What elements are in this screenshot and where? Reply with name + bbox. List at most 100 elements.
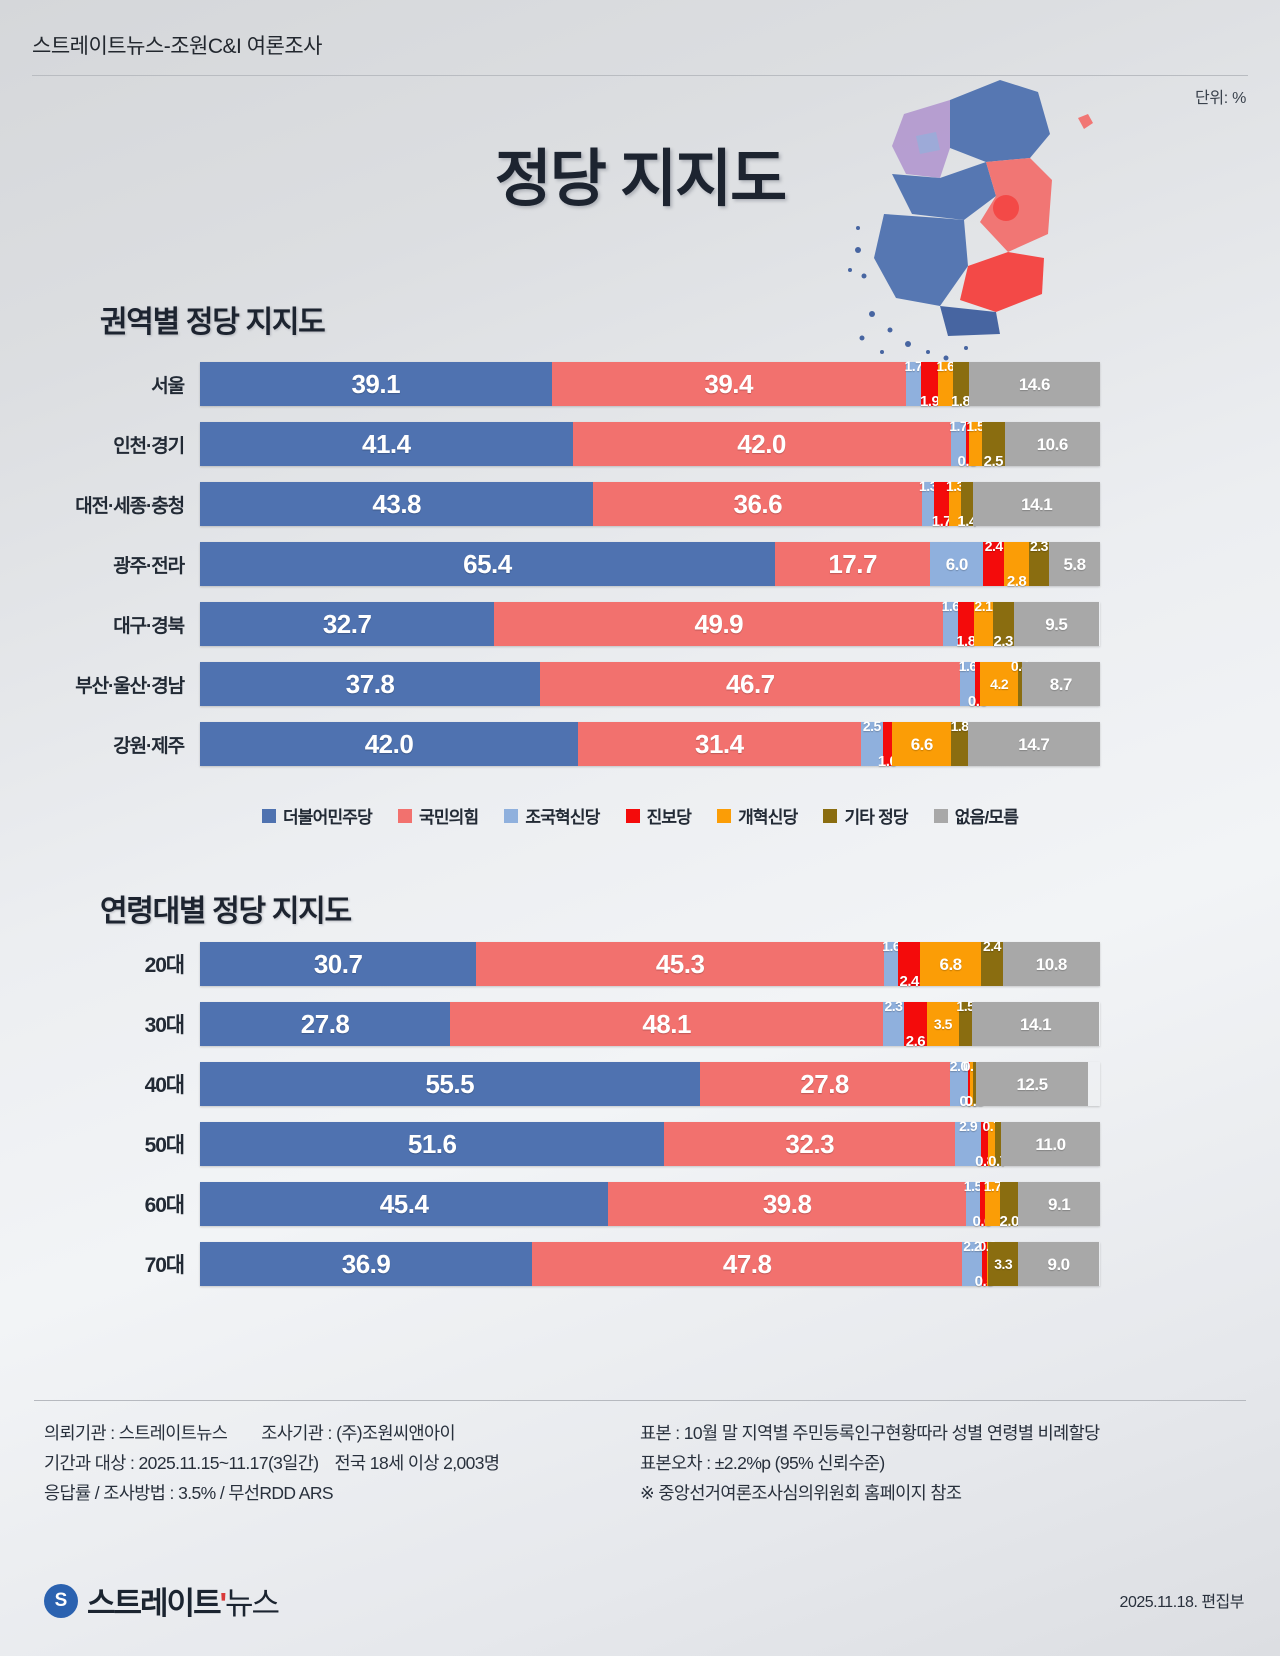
- bar-segment-value: 1.4: [957, 513, 977, 530]
- bar-segment: 41.4: [200, 422, 573, 466]
- legend-swatch-icon: [933, 808, 948, 823]
- bar-segment-value: 1.6: [941, 598, 960, 614]
- chart-legend: 더불어민주당 국민의힘 조국혁신당 진보당 개혁신당 기타 정당 없음/모름: [0, 803, 1280, 828]
- logo-wordmark: 스트레이트'뉴스: [87, 1578, 280, 1623]
- bar-segment-value: 1.6: [958, 658, 977, 674]
- legend-item-0[interactable]: 더불어민주당: [261, 803, 373, 828]
- map-region-gangwon: [950, 80, 1050, 162]
- bar-segment-value: 6.8: [939, 954, 962, 974]
- bar-track: 30.7 45.3 1.6 2.4 6.8 2.4 10.8: [200, 938, 1100, 989]
- map-islands: [848, 226, 968, 361]
- bar-segment: 1.8: [950, 362, 971, 410]
- map-region-daegu-dot: [993, 195, 1019, 221]
- bar-segment: 2.4: [898, 942, 920, 989]
- bar-segment-value: 2.4: [984, 538, 1003, 554]
- bar-segment: 1.5: [963, 1178, 982, 1226]
- bar-segment: 1.5: [956, 999, 975, 1046]
- bar-segment: 2.4: [983, 538, 1005, 586]
- bar-segment: 45.3: [476, 942, 884, 986]
- age-section-title: 연령대별 정당 지지도: [100, 895, 352, 928]
- bar-segment-value: 1.7: [983, 1178, 1002, 1194]
- bar-segment: 47.8: [532, 1242, 963, 1286]
- bar-segment: 6.8: [919, 942, 982, 986]
- bar-segment: 42.0: [200, 722, 578, 766]
- brand-line: 스트레이트뉴스-조원C&I 여론조사: [32, 35, 323, 58]
- logo-word-a: 스트레이트: [87, 1586, 222, 1621]
- bar-segment-value: 1.5: [963, 1178, 982, 1194]
- bar-segment: 1.9: [920, 362, 940, 409]
- bar-segment: 14.6: [968, 362, 1100, 406]
- legend-item-1[interactable]: 국민의힘: [397, 803, 479, 828]
- bar-segment-value: 6.0: [945, 554, 969, 574]
- bar-segment-value: 42.0: [364, 729, 414, 759]
- footer-left-column: 의뢰기관 : 스트레이트뉴스 조사기관 : (주)조원씨앤아이 기간과 대상 : 2…: [44, 1418, 640, 1508]
- bar-segment: 1.7: [931, 482, 952, 530]
- map-region-gyeongnam: [960, 252, 1044, 312]
- bar-segment-value: 1.7: [931, 513, 952, 530]
- bar-segment-value: 1.6: [936, 358, 955, 374]
- bar-segment-value: 43.8: [372, 489, 422, 519]
- bar-segment: 2.4: [981, 939, 1003, 986]
- bar-segment-value: 39.8: [762, 1189, 812, 1219]
- bar-track: 36.947.82.20.50.23.39.0: [200, 1238, 1100, 1289]
- logo-mark-icon: S: [44, 1583, 78, 1618]
- bar-segment-value: 1.7: [949, 418, 968, 434]
- legend-item-2[interactable]: 조국혁신당: [504, 803, 600, 828]
- bar-row-label-age-5: 70대: [144, 1254, 185, 1277]
- bar-track: 55.5 27.8 2.0 0.3 0.3 0.3 12.5: [200, 1059, 1100, 1109]
- bar-segment: 1.3: [946, 479, 964, 526]
- region-chart: 서울 39.1 39.4 1.7 1.9 1.6 1.8 14.6 인천·경기 41.4 42.0 1…: [36, 358, 1100, 782]
- bar-segment-value: 2.5: [862, 718, 881, 734]
- bar-segment: 36.9: [200, 1242, 533, 1286]
- region-section-title: 권역별 정당 지지도: [100, 306, 326, 339]
- bar-row: 60대 45.4 39.8 1.5 0.6 1.7 2.0 9.1: [36, 1178, 1100, 1229]
- bar-row: 대구·경북 32.7 49.9 1.6 1.8 2.1 2.3 9.5: [36, 598, 1100, 649]
- legend-item-3[interactable]: 진보당: [625, 803, 692, 828]
- bar-segment-value: 30.7: [313, 949, 363, 979]
- bar-segment-value: 46.7: [726, 669, 775, 699]
- bar-segment-value: 27.8: [300, 1009, 350, 1039]
- bar-segment: 4.2: [980, 662, 1019, 706]
- bar-segment-value: 48.1: [642, 1009, 691, 1039]
- bar-row-label-age-0: 20대: [144, 954, 185, 977]
- bar-segment: 1.8: [951, 719, 969, 766]
- footer: 의뢰기관 : 스트레이트뉴스 조사기관 : (주)조원씨앤아이 기간과 대상 : 2…: [44, 1418, 1246, 1508]
- bar-segment: 27.8: [200, 1002, 451, 1046]
- map-region-jeolla: [874, 214, 968, 306]
- bar-row: 40대 55.5 27.8 2.0 0.3 0.3 0.3 12.5: [36, 1059, 1100, 1109]
- bar-segment: 2.0: [949, 1059, 968, 1106]
- bar-row: 인천·경기 41.4 42.0 1.7 0.3 1.5 2.5 10.6: [36, 418, 1100, 469]
- legend-item-5[interactable]: 기타 정당: [823, 803, 909, 828]
- legend-item-6[interactable]: 없음/모름: [933, 803, 1019, 828]
- bar-segment-value: 1.6: [882, 938, 901, 954]
- bar-segment-value: 1.8: [950, 393, 971, 410]
- bar-segment-value: 5.8: [1063, 554, 1086, 574]
- footer-text: 전국 18세 이상 2,003명: [334, 1453, 500, 1473]
- bar-segment: 1.6: [936, 358, 955, 406]
- bar-segment: 10.6: [1004, 422, 1100, 466]
- bar-segment-value: 14.7: [1018, 734, 1050, 754]
- bar-segment-value: 9.0: [1047, 1254, 1070, 1274]
- map-region-seoul: [916, 132, 940, 154]
- footer-left-line-2: 응답률 / 조사방법 : 3.5% / 무선RDD ARS: [44, 1478, 640, 1508]
- unit-label: 단위: %: [1194, 90, 1246, 107]
- bar-segment: 2.1: [973, 599, 993, 646]
- legend-swatch-icon: [717, 808, 732, 823]
- bar-segment-value: 17.7: [828, 549, 877, 579]
- bar-segment-value: 2.6: [905, 1033, 926, 1050]
- bar-segment-value: 2.2: [963, 1238, 982, 1254]
- bar-row-label-region-2: 대전·세종·충청: [75, 495, 185, 517]
- bar-segment: 27.8: [699, 1062, 950, 1106]
- bar-segment-value: 45.3: [655, 949, 705, 979]
- legend-item-4[interactable]: 개혁신당: [717, 803, 798, 828]
- bar-segment-value: 12.5: [1016, 1074, 1048, 1094]
- legend-label: 개혁신당: [738, 808, 798, 827]
- logo-word-b: 뉴스: [224, 1586, 280, 1621]
- bar-segment: 1.7: [904, 359, 923, 406]
- bar-track: 65.4 17.7 6.0 2.4 2.8 2.3 5.8: [200, 538, 1100, 589]
- bar-segment: 17.7: [774, 542, 931, 586]
- bar-segment-value: 2.3: [884, 998, 903, 1014]
- bar-segment: 1.6: [958, 658, 977, 706]
- bar-segment: 3.5: [927, 1002, 959, 1046]
- bar-segment: 39.4: [551, 362, 906, 406]
